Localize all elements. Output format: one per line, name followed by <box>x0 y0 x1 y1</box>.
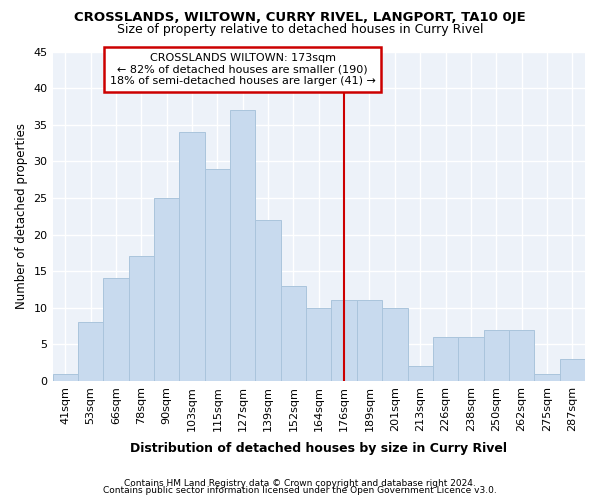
Text: CROSSLANDS WILTOWN: 173sqm
← 82% of detached houses are smaller (190)
18% of sem: CROSSLANDS WILTOWN: 173sqm ← 82% of deta… <box>110 53 376 86</box>
Bar <box>230 110 256 381</box>
Bar <box>331 300 357 381</box>
Bar <box>306 308 331 381</box>
Text: Contains HM Land Registry data © Crown copyright and database right 2024.: Contains HM Land Registry data © Crown c… <box>124 478 476 488</box>
Bar <box>53 374 78 381</box>
Text: Contains public sector information licensed under the Open Government Licence v3: Contains public sector information licen… <box>103 486 497 495</box>
Bar <box>560 359 585 381</box>
X-axis label: Distribution of detached houses by size in Curry Rivel: Distribution of detached houses by size … <box>130 442 507 455</box>
Bar <box>433 337 458 381</box>
Bar <box>205 168 230 381</box>
Bar <box>484 330 509 381</box>
Bar <box>407 366 433 381</box>
Bar <box>534 374 560 381</box>
Y-axis label: Number of detached properties: Number of detached properties <box>15 123 28 309</box>
Text: Size of property relative to detached houses in Curry Rivel: Size of property relative to detached ho… <box>117 24 483 36</box>
Bar <box>256 220 281 381</box>
Bar <box>281 286 306 381</box>
Bar <box>78 322 103 381</box>
Bar <box>128 256 154 381</box>
Bar <box>382 308 407 381</box>
Bar <box>509 330 534 381</box>
Bar <box>458 337 484 381</box>
Bar <box>103 278 128 381</box>
Bar <box>357 300 382 381</box>
Bar <box>179 132 205 381</box>
Bar <box>154 198 179 381</box>
Text: CROSSLANDS, WILTOWN, CURRY RIVEL, LANGPORT, TA10 0JE: CROSSLANDS, WILTOWN, CURRY RIVEL, LANGPO… <box>74 11 526 24</box>
